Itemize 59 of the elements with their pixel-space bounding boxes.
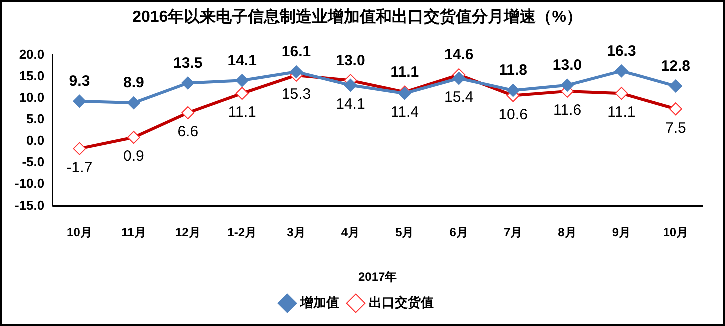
chart-title: 2016年以来电子信息制造业增加值和出口交货值分月增速（%） (132, 7, 582, 26)
point (452, 72, 466, 85)
data-label: 14.1 (228, 52, 257, 70)
data-label: 15.3 (282, 86, 312, 104)
data-label: 14.6 (444, 46, 474, 64)
x-tick-label: 7月 (504, 226, 523, 240)
data-label: -1.7 (66, 159, 93, 176)
data-label: 8.9 (123, 74, 144, 92)
point (561, 78, 574, 92)
data-label: 11.8 (499, 62, 528, 80)
data-label: 12.8 (661, 58, 691, 75)
x-tick-label: 6月 (450, 226, 468, 240)
point (615, 64, 628, 78)
x-tick-label: 8月 (558, 226, 577, 240)
y-tick-label: 10.0 (19, 90, 45, 105)
point (127, 96, 140, 110)
legend-label: 出口交货值 (369, 295, 434, 310)
y-tick-label: 20.0 (19, 46, 45, 62)
y-tick-label: -15.0 (14, 198, 45, 213)
data-label: 10.6 (498, 106, 528, 124)
point (669, 80, 682, 93)
x-tick-label: 5月 (396, 226, 414, 240)
point (182, 76, 195, 90)
x-tick-label: 1-2月 (228, 226, 257, 240)
data-label: 13.0 (336, 52, 366, 70)
point (290, 66, 304, 79)
x-tick-label: 10月 (67, 226, 92, 240)
data-label: 6.6 (178, 124, 199, 141)
x-tick-label: 9月 (612, 226, 632, 240)
data-label: 11.4 (390, 104, 419, 122)
x-tick-label: 3月 (287, 226, 306, 240)
x-tick-label: 4月 (341, 226, 360, 240)
data-label: 13.0 (552, 57, 582, 74)
y-tick-label: -10.0 (14, 176, 45, 192)
x-axis-title: 2017年 (358, 270, 398, 284)
data-label: 7.5 (665, 120, 686, 137)
data-label: 16.1 (282, 44, 312, 61)
data-label: 11.1 (608, 104, 636, 122)
legend-label: 增加值 (300, 295, 340, 310)
y-tick-label: -5.0 (22, 154, 45, 170)
data-label: 13.5 (174, 54, 203, 72)
point (73, 94, 86, 108)
data-label: 11.1 (228, 104, 256, 122)
y-tick-label: 0.0 (26, 133, 45, 148)
point (344, 78, 358, 92)
data-label: 11.1 (390, 64, 420, 81)
x-tick-label: 10月 (663, 226, 689, 240)
point (506, 84, 520, 98)
point (236, 74, 249, 88)
data-label: 15.4 (444, 89, 474, 106)
y-tick-label: 5.0 (26, 111, 45, 126)
x-tick-label: 11月 (122, 226, 146, 240)
data-label: 16.3 (607, 42, 636, 60)
data-label: 14.1 (336, 96, 366, 114)
data-label: 9.3 (69, 73, 90, 90)
x-tick-label: 12月 (175, 226, 201, 240)
data-label: 0.9 (123, 148, 144, 166)
y-tick-label: 15.0 (19, 68, 45, 84)
data-label: 11.6 (553, 102, 582, 120)
